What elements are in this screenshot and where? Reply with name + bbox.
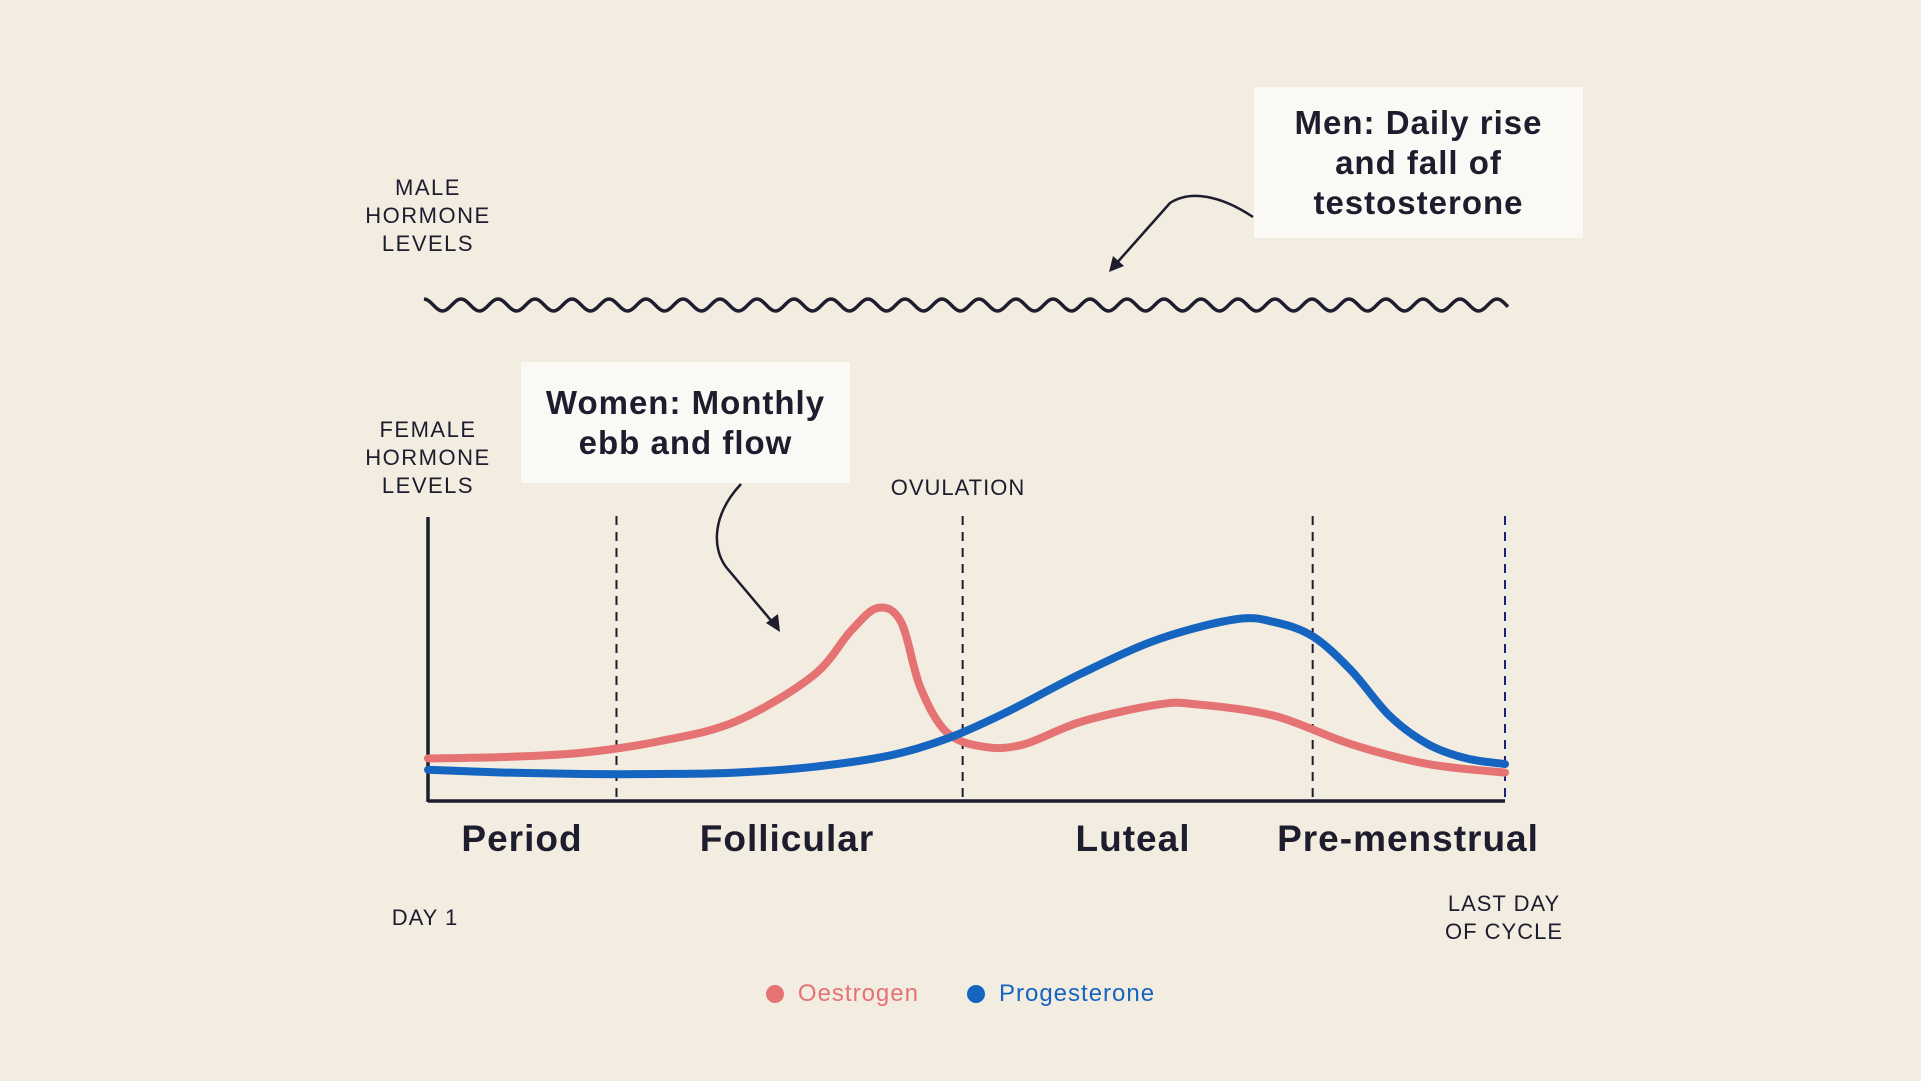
series-line-progesterone [424,614,1509,779]
men-callout: Men: Daily rise and fall of testosterone [1254,87,1583,238]
female-axis-label: FEMALE HORMONE LEVELS [365,417,491,498]
phase-premenstrual: Pre-menstrual [1277,818,1539,859]
legend-label-progesterone: Progesterone [998,980,1156,1007]
day-one-label: DAY 1 [391,905,459,930]
men-callout-arrow [1114,194,1254,266]
phase-period: Period [461,818,583,859]
legend-dot-progesterone [966,985,985,1003]
phase-dividers [615,516,1506,801]
phase-luteal: Luteal [1075,818,1191,859]
women-arrowhead [766,614,780,632]
legend-label-oestrogen: Oestrogen [797,980,919,1007]
phase-follicular: Follicular [699,818,875,859]
women-callout: Women: Monthly ebb and flow [521,362,850,483]
series-line-oestrogen [424,603,1509,777]
series-layer [424,603,1509,779]
legend: Oestrogen Progesterone [0,980,1921,1008]
men-arrowhead [1109,256,1124,272]
last-day-label: LAST DAY OF CYCLE [1444,891,1564,944]
legend-dot-oestrogen [765,985,784,1003]
legend-item-progesterone: Progesterone [966,980,1156,1008]
male-axis-label: MALE HORMONE LEVELS [365,175,491,256]
testosterone-wave [423,297,1510,313]
ovulation-label: OVULATION [890,475,1026,500]
women-callout-arrow [715,483,775,625]
legend-item-oestrogen: Oestrogen [765,980,919,1008]
